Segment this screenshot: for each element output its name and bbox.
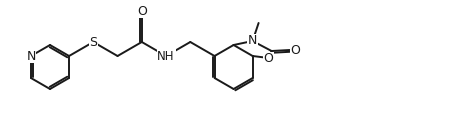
Text: O: O <box>290 44 300 57</box>
Text: N: N <box>247 34 257 47</box>
Text: O: O <box>137 5 146 18</box>
Text: O: O <box>263 52 273 65</box>
Text: S: S <box>89 36 97 49</box>
Text: N: N <box>26 49 35 62</box>
Text: NH: NH <box>157 49 174 62</box>
